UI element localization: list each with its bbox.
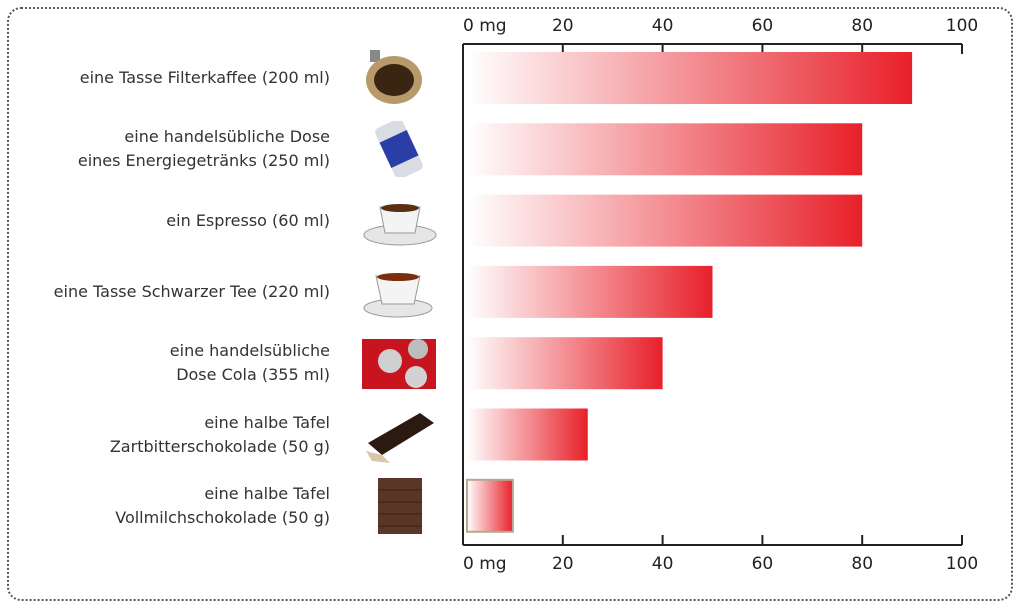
x-tick-label-top: 100 [946,16,978,36]
category-label: eine handelsübliche Dose Cola (355 ml) [169,341,330,385]
energy-drink-can-icon [375,121,423,178]
bar [467,408,588,461]
bar [467,265,713,318]
bar [467,194,863,247]
category-label: eine halbe Tafel Zartbitterschokolade (5… [109,412,330,456]
bar [467,52,913,104]
bar [467,337,663,390]
x-tick-label-bottom: 0 mg [463,554,507,574]
x-tick-label-top: 20 [552,16,574,36]
x-tick-label-top: 60 [752,16,774,36]
x-tick-label-bottom: 80 [851,554,873,574]
x-tick-label-bottom: 100 [946,554,978,574]
milk-chocolate-icon [378,477,422,534]
coffee-filter-icon [366,50,422,104]
tea-cup-icon [363,272,433,318]
bar [467,123,863,176]
category-label: eine Tasse Filterkaffee (200 ml) [79,68,330,87]
x-tick-label-top: 0 mg [463,16,507,36]
x-tick-label-bottom: 20 [552,554,574,574]
cola-cans-icon [362,339,436,390]
category-label: ein Espresso (60 ml) [166,210,330,230]
x-tick-label-top: 80 [851,16,873,36]
chart-frame [7,7,1013,601]
dark-chocolate-icon [366,412,434,463]
espresso-cup-icon [363,203,437,246]
bar [466,478,514,533]
category-label: eine Tasse Schwarzer Tee (220 ml) [53,281,330,301]
category-label: eine handelsübliche Dose eines Energiege… [77,127,330,171]
x-tick-label-bottom: 40 [652,554,674,574]
x-tick-label-bottom: 60 [752,554,774,574]
category-label: eine halbe Tafel Vollmilchschokolade (50… [115,483,330,527]
x-tick-label-top: 40 [652,16,674,36]
